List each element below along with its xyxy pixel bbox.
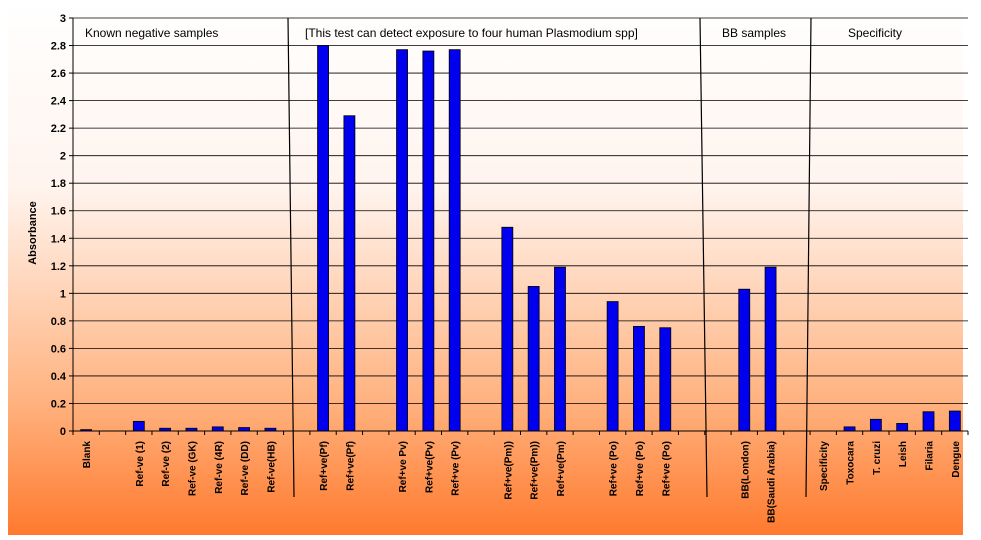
y-tick-label: 2.4 [51,96,67,108]
y-tick-label: 0.8 [51,316,66,328]
y-tick-label: 1.6 [51,206,66,218]
y-tick-label: 0.4 [51,371,67,383]
y-tick-label: 1.2 [51,261,66,273]
y-tick-label: 2.2 [51,123,66,135]
x-tick-label: Ref-ve(HB) [266,441,277,493]
bar [238,427,251,432]
x-tick-label: Ref+ve(Pm)) [530,441,541,500]
x-tick-label: Ref+ve(Pf) [319,441,330,491]
x-tick-label: Ref+ve (Po) [635,441,646,496]
x-tick-label: BB(Saudi Arabia) [767,441,778,523]
bar [606,301,619,432]
x-tick-label: Toxocara [846,441,857,485]
gridlines [73,17,968,404]
bar [922,411,935,432]
section-divider [699,17,708,498]
section-divider [287,17,295,498]
plot-background [8,0,963,535]
section-dividers [287,17,812,498]
section-divider [805,17,812,498]
y-tick-label: 1 [60,288,66,300]
bar [132,420,145,432]
bar [843,426,856,432]
bar [422,50,435,432]
x-tick-label: Leish [898,441,909,467]
bar [448,49,461,432]
x-tick-label: Ref-ve (1) [135,441,146,487]
x-tick-label: Ref+ve(Pf) [345,441,356,491]
labels: 0 0.2 0.4 0.6 0.8 1 1.2 1.4 1.6 1.8 2 2.2 2.4 2.6 2.8 3… [51,13,962,523]
x-tick-label: Specificity [819,441,830,491]
bar [948,410,961,432]
x-tick-label: BB(London) [740,441,751,499]
y-tick-label: 1.4 [51,233,67,245]
section-label: Known negative samples [85,26,218,40]
section-label: BB samples [722,26,786,40]
x-tick-label: Ref+ve(Pm)) [503,441,514,500]
y-tick-label: 3 [60,13,66,25]
bar [211,426,224,432]
x-tick-label: Dengue [951,441,962,478]
y-tick-label: 0.6 [51,343,66,355]
bar [343,115,356,432]
y-tick-label: 2.8 [51,41,66,53]
x-tick-label: Blank [82,441,93,469]
x-tick-label: Ref+ve(Pm) [556,441,567,496]
bar [896,423,909,432]
y-tick-label: 2.6 [51,68,66,80]
y-tick-label: 1.8 [51,178,66,190]
section-label: [This test can detect exposure to four h… [305,26,638,40]
bar [633,325,645,432]
y-tick-label: 2 [60,151,66,163]
x-tick-label: T. cruzi [872,441,883,475]
y-axis-label: Absorbance [27,201,39,265]
y-tick-label: 0.2 [51,398,66,410]
x-tick-label: Ref-ve (4R) [214,441,225,494]
bar [869,418,882,432]
x-tick-label: Ref+ve (Po) [609,441,620,496]
x-tick-label: Ref+ve(Pv) [424,441,435,493]
axes [69,17,969,435]
bar [764,266,777,432]
y-tick-label: 0 [60,426,66,438]
bar [527,286,540,432]
bar [501,226,514,432]
bar [554,266,566,432]
x-tick-label: Ref-ve (2) [161,441,172,487]
bar [659,327,672,432]
x-tick-label: Ref-ve (GK) [187,441,198,496]
x-tick-label: Ref+ve Pv) [398,441,409,492]
x-tick-label: Ref+ve (Pv) [451,441,462,496]
x-tick-label: Ref+ve (Po) [661,441,672,496]
bar [738,288,751,432]
section-label: Specificity [848,26,902,40]
x-tick-label: Filaria [925,441,936,471]
bar [396,49,408,432]
bar [317,45,329,432]
x-tick-label: Ref-ve (DD) [240,441,251,495]
